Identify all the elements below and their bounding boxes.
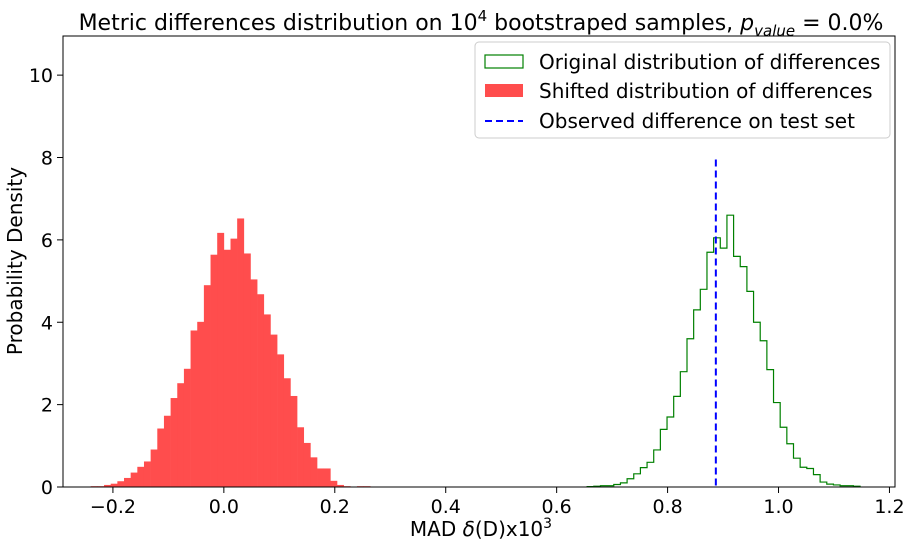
x-tick-label: 0.0 (209, 496, 239, 518)
shifted-histogram (90, 218, 371, 488)
x-tick-label: 0.6 (542, 496, 572, 518)
shifted-bar (170, 398, 178, 487)
chart-title-mid: bootstraped samples, (487, 11, 740, 36)
shifted-bar (177, 383, 185, 487)
x-axis-label-delta: δ (463, 517, 475, 541)
shifted-bar (290, 395, 298, 487)
shifted-bar (203, 285, 211, 487)
x-tick-label: 0.4 (431, 496, 461, 518)
shifted-bar (130, 472, 138, 487)
shifted-bar (183, 368, 191, 487)
x-tick-label: 0.2 (320, 496, 350, 518)
shifted-bar (243, 253, 251, 487)
x-tick-label: −0.2 (90, 496, 136, 518)
legend: Original distribution of differences Shi… (474, 41, 891, 139)
legend-box (474, 41, 891, 139)
shifted-bar (143, 461, 151, 487)
plot-area-frame (62, 35, 896, 488)
shifted-bar (230, 238, 238, 487)
shifted-bar (197, 321, 205, 487)
x-axis-label-mid: (D)x10 (475, 517, 543, 541)
legend-swatch-shifted (485, 84, 523, 97)
shifted-bar (337, 484, 344, 487)
shifted-bar (297, 427, 305, 487)
x-tick-label: 1.2 (874, 496, 904, 518)
shifted-bar (150, 449, 158, 487)
chart-title-prefix: Metric differences distribution on 10 (79, 11, 478, 36)
y-axis-label: Probability Density (3, 167, 27, 355)
y-tick-label: 4 (41, 312, 53, 334)
shifted-bar (270, 334, 278, 487)
chart-title-p-sub: value (754, 22, 795, 40)
chart-title-sup: 4 (478, 7, 488, 25)
shifted-bar (257, 294, 265, 487)
shifted-bar (223, 249, 231, 487)
x-axis-label-sup: 3 (543, 516, 552, 532)
legend-swatch-original (484, 54, 524, 69)
shifted-bar (217, 232, 225, 487)
y-tick-label: 6 (41, 230, 53, 252)
x-tick-label: 1.0 (763, 496, 793, 518)
x-axis-ticks: −0.2 0.0 0.2 0.4 0.6 0.8 1.0 1.2 (90, 487, 905, 518)
shifted-bar (250, 279, 258, 487)
shifted-bar (163, 415, 171, 487)
y-tick-label: 0 (41, 477, 53, 499)
shifted-bar (117, 481, 125, 487)
chart-title: Metric differences distribution on 104 b… (79, 7, 884, 40)
legend-label-observed: Observed difference on test set (539, 109, 855, 133)
shifted-bar (210, 254, 218, 487)
shifted-bar (137, 466, 145, 487)
chart-title-suffix: = 0.0% (795, 11, 883, 36)
legend-label-original: Original distribution of differences (539, 50, 880, 74)
shifted-bar (157, 428, 165, 487)
x-axis-label-prefix: MAD (410, 517, 463, 541)
shifted-bar (104, 484, 112, 487)
shifted-bar (190, 330, 198, 487)
shifted-bar (124, 477, 131, 487)
y-axis-ticks: 0 2 4 6 8 10 (29, 65, 63, 499)
shifted-bar (317, 468, 324, 487)
y-tick-label: 10 (29, 65, 53, 87)
chart-title-p: p (739, 11, 754, 36)
y-tick-label: 8 (41, 148, 53, 170)
x-tick-label: 0.8 (652, 496, 682, 518)
shifted-bar (277, 354, 285, 487)
shifted-bar (303, 442, 311, 487)
shifted-bar (110, 483, 118, 487)
shifted-bar (283, 378, 291, 487)
shifted-bar (330, 480, 338, 487)
legend-label-shifted: Shifted distribution of differences (539, 79, 873, 103)
x-axis-label: MAD δ(D)x103 (410, 516, 552, 541)
shifted-bar (237, 218, 245, 488)
shifted-bar (323, 468, 331, 487)
y-tick-label: 2 (41, 395, 53, 417)
shifted-bar (310, 457, 318, 487)
shifted-bar (263, 314, 271, 487)
original-histogram-outline (586, 214, 861, 488)
